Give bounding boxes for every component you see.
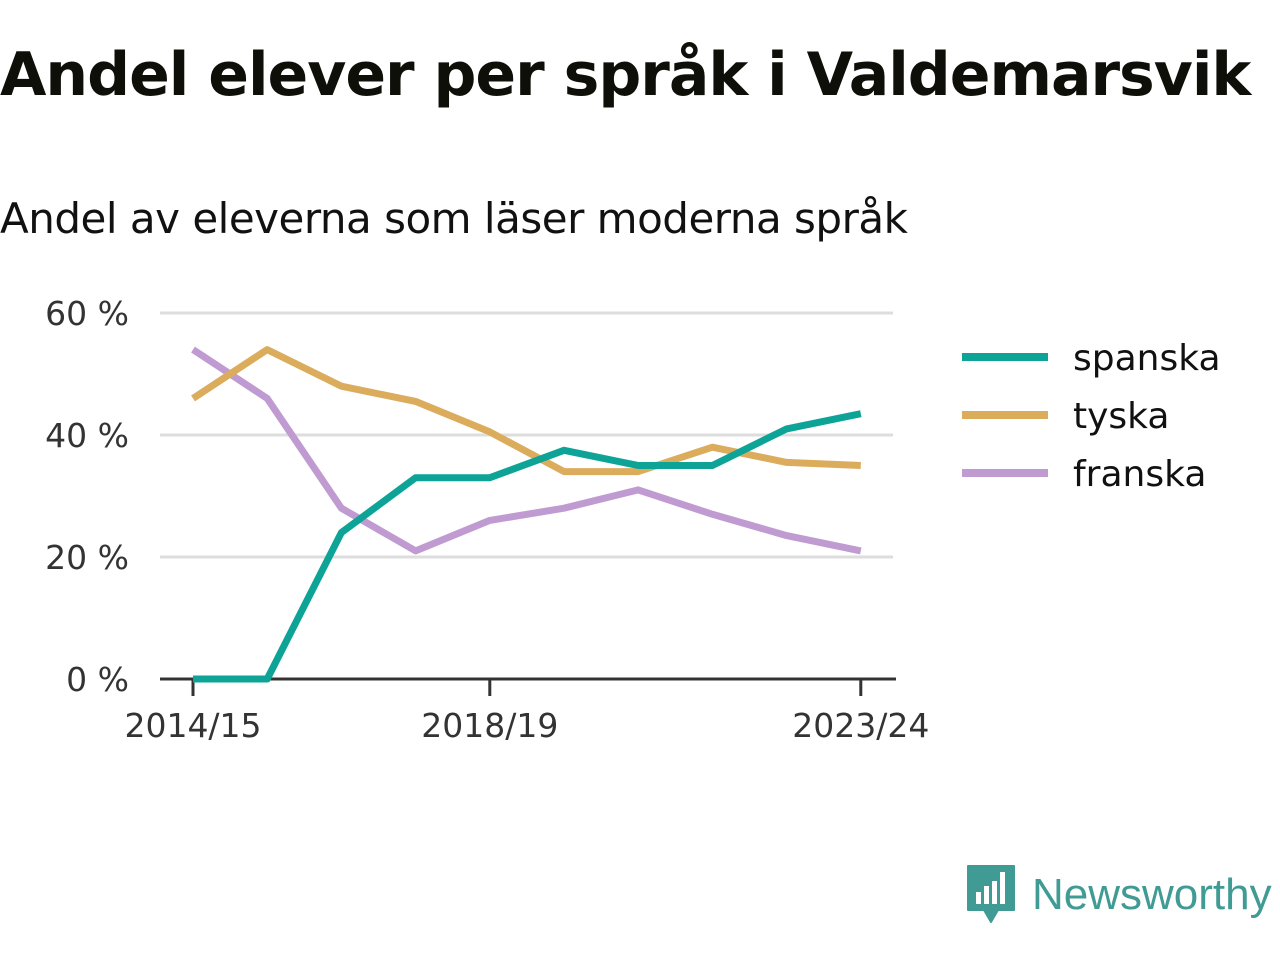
x-tick-label: 2023/24 xyxy=(792,706,929,745)
x-tick-label: 2018/19 xyxy=(421,706,558,745)
bar-chart-speech-bubble-icon xyxy=(967,865,1015,923)
chart-subtitle: Andel av eleverna som läser moderna språ… xyxy=(0,194,908,243)
x-axis: 2014/15 2018/19 2023/24 xyxy=(124,677,929,745)
legend: spanska tyska franska xyxy=(962,338,1221,495)
legend-label-tyska: tyska xyxy=(1073,396,1169,437)
y-tick-label: 40 % xyxy=(45,416,129,455)
series-line-franska xyxy=(191,346,862,555)
y-axis-tick-labels: 0 % 20 % 40 % 60 % xyxy=(45,294,129,699)
legend-label-franska: franska xyxy=(1073,454,1206,495)
x-tick-label: 2014/15 xyxy=(124,706,261,745)
chart-title: Andel elever per språk i Valdemarsvik xyxy=(0,40,1251,110)
y-tick-label: 20 % xyxy=(45,538,129,577)
legend-label-spanska: spanska xyxy=(1073,338,1221,379)
series-lines xyxy=(191,346,862,683)
y-tick-label: 60 % xyxy=(45,294,129,333)
y-tick-label: 0 % xyxy=(66,660,129,699)
newsworthy-logo: Newsworthy xyxy=(966,864,1272,926)
series-line-spanska xyxy=(193,410,862,683)
series-line-tyska xyxy=(191,346,861,476)
brand-name: Newsworthy xyxy=(1032,870,1272,919)
